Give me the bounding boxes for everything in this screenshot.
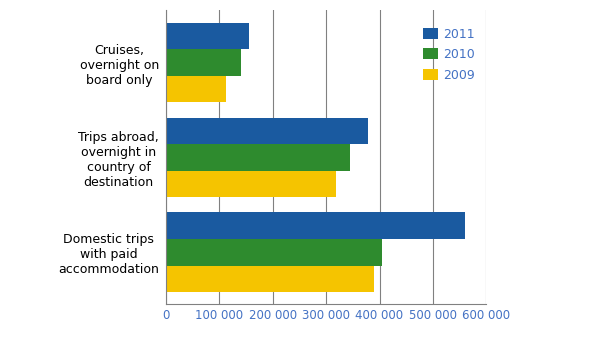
Bar: [166, 49, 241, 76]
Bar: [166, 144, 350, 171]
Bar: [166, 118, 368, 144]
Legend: 2011, 2010, 2009: 2011, 2010, 2009: [418, 22, 480, 86]
Bar: [166, 171, 336, 197]
Bar: [166, 23, 249, 49]
Bar: [166, 212, 465, 239]
Bar: [166, 266, 374, 292]
Bar: [166, 76, 226, 102]
Bar: [166, 239, 382, 266]
